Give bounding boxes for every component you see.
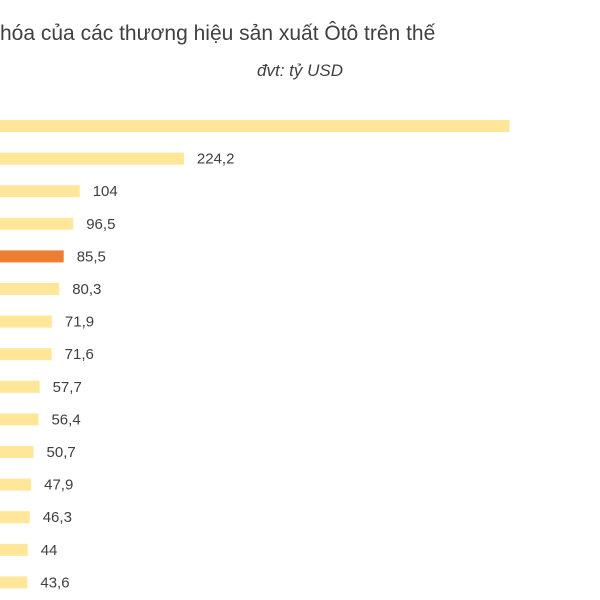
bar-value-label-1: 224,2 (197, 151, 235, 168)
bar-1 (0, 152, 184, 165)
bar-value-label-4: 85,5 (77, 248, 106, 265)
bar-5 (0, 283, 60, 295)
bar-3 (0, 217, 74, 230)
bar-14 (0, 576, 28, 589)
bar-9 (0, 413, 39, 426)
bar-10 (0, 446, 34, 458)
bar-8 (0, 380, 40, 393)
bar-value-label-14: 43,6 (40, 574, 69, 591)
bar-value-label-10: 50,7 (47, 444, 76, 461)
bar-value-label-3: 96,5 (86, 216, 115, 233)
chart-subtitle: đvt: tỷ USD (257, 61, 343, 80)
bar-value-label-11: 47,9 (44, 477, 73, 494)
bar-value-label-5: 80,3 (72, 281, 101, 298)
bar-6 (0, 315, 52, 328)
bar-value-label-13: 44 (41, 542, 58, 559)
chart-title: hóa của các thương hiệu sản xuất Ôtô trê… (0, 22, 436, 45)
bar-0 (0, 120, 510, 132)
bar-2 (0, 185, 80, 198)
bar-value-label-7: 71,6 (65, 346, 94, 363)
bar-value-label-8: 57,7 (53, 379, 82, 396)
bar-4 (0, 250, 64, 263)
bar-value-label-6: 71,9 (65, 314, 94, 331)
bar-11 (0, 478, 32, 491)
bar-13 (0, 543, 28, 556)
bar-value-label-9: 56,4 (51, 411, 80, 428)
bar-value-label-12: 46,3 (43, 509, 72, 526)
bar-12 (0, 511, 30, 524)
bar-value-label-2: 104 (93, 183, 118, 200)
bar-7 (0, 348, 52, 361)
